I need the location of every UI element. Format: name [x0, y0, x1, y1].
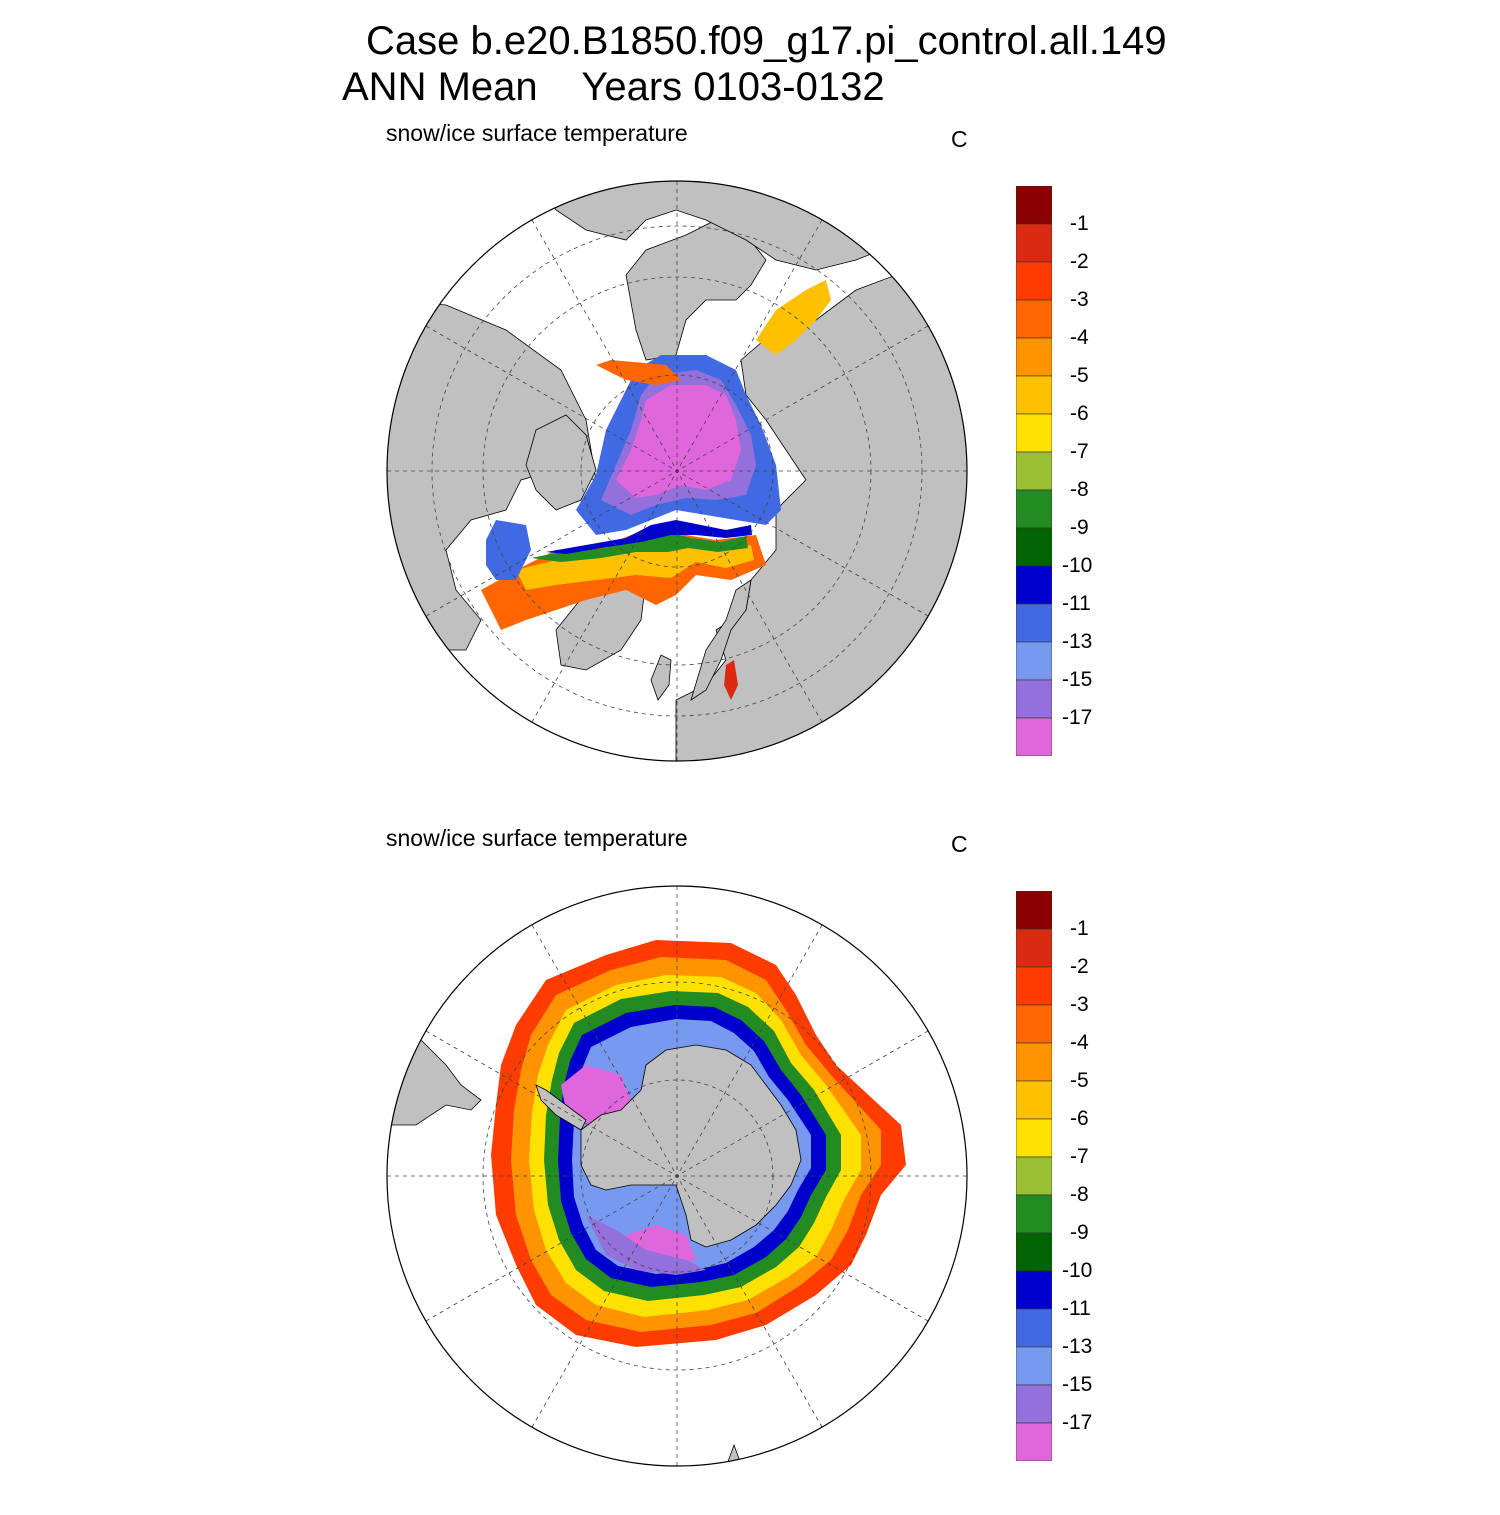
antarctica-land [580, 1044, 802, 1248]
south-colorbar-label: -6 [1070, 1107, 1089, 1130]
north-graticule [387, 181, 967, 761]
north-panel: snow/ice surface temperature C [0, 110, 1500, 810]
south-colorbar-swatch [1016, 1270, 1052, 1310]
south-colorbar-label: -11 [1062, 1297, 1091, 1320]
north-colorbar-label: -8 [1070, 478, 1089, 501]
south-colorbar-label: -7 [1070, 1145, 1089, 1168]
north-colorbar-label: -4 [1070, 326, 1089, 349]
north-colorbar-swatch [1016, 299, 1052, 339]
south-colorbar-label: -3 [1070, 993, 1089, 1016]
north-colorbar-swatch [1016, 451, 1052, 491]
south-ice-weddell-pink [561, 1065, 631, 1125]
north-colorbar-label: -3 [1070, 288, 1089, 311]
south-panel: snow/ice surface temperature C [0, 815, 1500, 1515]
north-units-label: C [951, 126, 968, 152]
south-colorbar-swatch [1016, 1118, 1052, 1158]
north-colorbar-label: -5 [1070, 364, 1089, 387]
south-colorbar-swatch [1016, 1422, 1052, 1461]
north-ice-band-blue [546, 520, 752, 554]
north-colorbar-swatch [1016, 223, 1052, 263]
north-colorbar-swatch [1016, 261, 1052, 301]
north-colorbar-label: -7 [1070, 440, 1089, 463]
north-colorbar-label: -11 [1062, 592, 1091, 615]
north-colorbar-swatch [1016, 603, 1052, 643]
south-colorbar-swatch [1016, 1004, 1052, 1044]
north-ice-core-pink [616, 385, 741, 498]
north-polar-map [386, 180, 968, 762]
north-colorbar-swatch [1016, 186, 1052, 225]
north-colorbar-swatch [1016, 679, 1052, 719]
south-graticule [387, 886, 967, 1466]
north-colorbar-label: -1 [1070, 212, 1089, 235]
north-colorbar-label: -9 [1070, 516, 1089, 539]
figure-title-case: Case b.e20.B1850.f09_g17.pi_control.all.… [366, 19, 1167, 63]
south-colorbar-swatch [1016, 928, 1052, 968]
south-ice-purple [586, 1215, 706, 1275]
north-ice-band-yellow [516, 540, 754, 590]
north-colorbar-swatch [1016, 641, 1052, 681]
north-colorbar [1016, 186, 1052, 756]
south-map-border [386, 885, 968, 1467]
south-colorbar-swatch [1016, 1156, 1052, 1196]
north-colorbar-swatch [1016, 375, 1052, 415]
south-colorbar [1016, 891, 1052, 1461]
south-colorbar-label: -4 [1070, 1031, 1089, 1054]
hudson-bay-ice [486, 520, 531, 580]
figure-title-period: ANN Mean Years 0103-0132 [342, 65, 885, 109]
north-colorbar-label: -17 [1062, 706, 1093, 729]
south-colorbar-label: -13 [1062, 1335, 1093, 1358]
north-colorbar-swatch [1016, 565, 1052, 605]
south-colorbar-label: -5 [1070, 1069, 1089, 1092]
british-isles-land [650, 654, 672, 701]
canadian-archipelago-land [525, 414, 597, 511]
north-colorbar-swatch [1016, 337, 1052, 377]
south-colorbar-label: -2 [1070, 955, 1089, 978]
bering-sea-ice [596, 360, 681, 385]
south-plot-title: snow/ice surface temperature [386, 825, 688, 851]
north-colorbar-swatch [1016, 527, 1052, 567]
north-colorbar-swatch [1016, 489, 1052, 529]
north-colorbar-label: -10 [1062, 554, 1093, 577]
north-colorbar-label: -13 [1062, 630, 1093, 653]
north-colorbar-label: -6 [1070, 402, 1089, 425]
south-colorbar-label: -17 [1062, 1411, 1093, 1434]
okhotsk-sea-ice [756, 280, 831, 355]
south-colorbar-swatch [1016, 1042, 1052, 1082]
north-ice-field [481, 280, 831, 700]
south-colorbar-label: -10 [1062, 1259, 1093, 1282]
baltic-sea-ice [724, 660, 738, 700]
north-map-border [386, 180, 968, 762]
south-colorbar-swatch [1016, 1308, 1052, 1348]
south-colorbar-swatch [1016, 1232, 1052, 1272]
south-colorbar-swatch [1016, 891, 1052, 930]
north-colorbar-label: -2 [1070, 250, 1089, 273]
north-ice-band-green [531, 532, 748, 562]
south-colorbar-label: -15 [1062, 1373, 1093, 1396]
south-colorbar-label: -8 [1070, 1183, 1089, 1206]
north-colorbar-swatch [1016, 717, 1052, 756]
south-colorbar-swatch [1016, 966, 1052, 1006]
antarctic-peninsula-land [535, 1084, 587, 1131]
south-colorbar-swatch [1016, 1346, 1052, 1386]
south-colorbar-label: -9 [1070, 1221, 1089, 1244]
south-units-label: C [951, 831, 968, 857]
south-colorbar-swatch [1016, 1194, 1052, 1234]
north-colorbar-swatch [1016, 413, 1052, 453]
south-colorbar-swatch [1016, 1384, 1052, 1424]
north-america-land [387, 299, 597, 651]
south-colorbar-swatch [1016, 1080, 1052, 1120]
north-plot-title: snow/ice surface temperature [386, 120, 688, 146]
south-colorbar-label: -1 [1070, 917, 1089, 940]
north-colorbar-label: -15 [1062, 668, 1093, 691]
siberia-north-coast [625, 219, 767, 361]
south-polar-map [386, 885, 968, 1467]
